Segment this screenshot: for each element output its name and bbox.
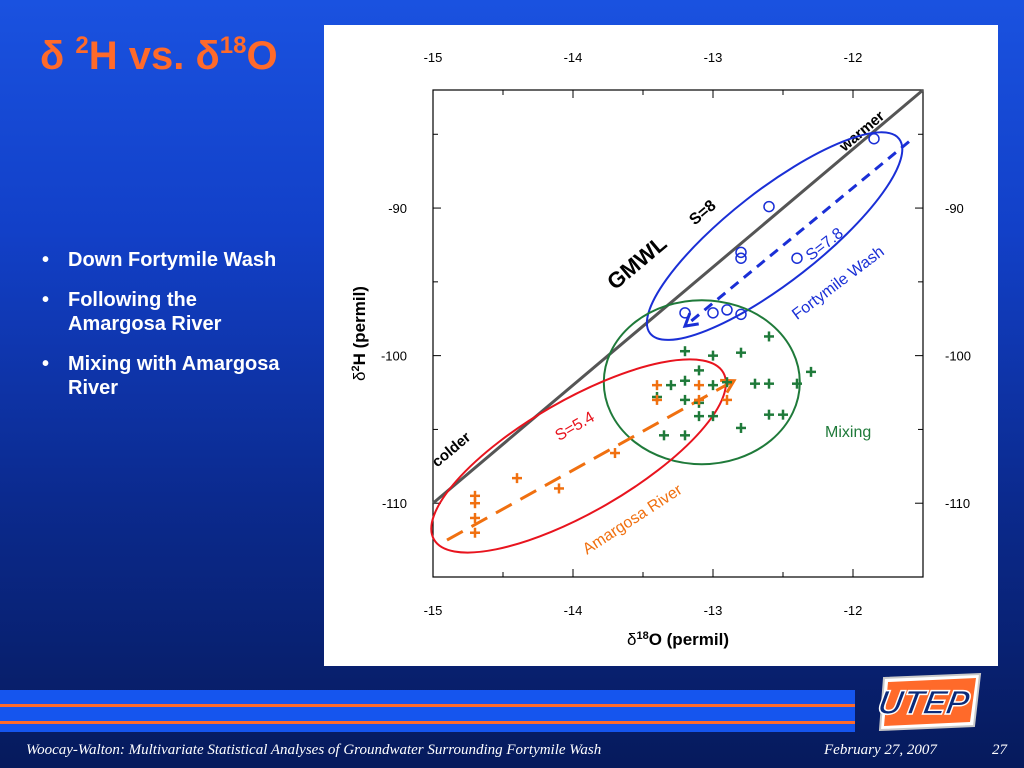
y-tick-label-left: -100 [381, 349, 407, 364]
y-tick-label-left: -110 [382, 496, 407, 511]
amargosa-river-point [652, 380, 662, 391]
amargosa-river-point [694, 394, 704, 405]
amargosa-river-point [694, 380, 704, 391]
title-text-2: O [246, 34, 278, 78]
x-tick-label-bottom: -15 [424, 603, 443, 618]
fortymile-wash-point [707, 307, 719, 319]
footer-page-number: 27 [992, 742, 1007, 758]
title-sup-2: 2 [75, 32, 89, 59]
footer-bar-orange-1 [0, 704, 855, 707]
fortymile-wash-point [721, 304, 733, 316]
colder-label: colder [429, 429, 474, 471]
y-tick-label-right: -100 [945, 349, 971, 364]
fortymile-slope-label: S=7.8 [803, 225, 847, 264]
mixing-point [708, 380, 718, 391]
mixing-point [792, 378, 802, 389]
mixing-point [736, 422, 746, 433]
mixing-label: Mixing [825, 424, 871, 441]
footer-citation: Woocay-Walton: Multivariate Statistical … [26, 742, 602, 758]
mixing-point [736, 347, 746, 358]
amargosa-river-point [722, 394, 732, 405]
amargosa-river-point [470, 512, 480, 523]
x-tick-label-top: -14 [564, 50, 583, 65]
ellipse-mixing [602, 299, 801, 466]
title-sup-18: 18 [219, 32, 247, 59]
footer-bar-blue-1 [0, 690, 855, 704]
mixing-point [694, 365, 704, 376]
mixing-point [694, 411, 704, 422]
mixing-point [708, 350, 718, 361]
fortymile-wash-point [791, 252, 803, 264]
y-tick-label-right: -110 [945, 496, 970, 511]
mixing-point [750, 378, 760, 389]
x-tick-label-top: -15 [424, 50, 443, 65]
ellipse-amargosa-river [430, 358, 727, 554]
x-tick-label-top: -12 [844, 50, 863, 65]
fortymile-wash-label: Fortymile Wash [789, 243, 888, 323]
x-tick-label-bottom: -14 [564, 603, 583, 618]
y-axis-label-group: δ2H (permil) [350, 286, 369, 381]
y-tick-label-right: -90 [945, 201, 964, 216]
x-tick-label-bottom: -13 [704, 603, 723, 618]
footer-bars [0, 690, 855, 736]
mixing-point [764, 378, 774, 389]
x-tick-label-bottom: -12 [844, 603, 863, 618]
fortymile-wash-point [868, 132, 880, 145]
mixing-point [764, 331, 774, 342]
amargosa-river-point [512, 473, 522, 484]
isotope-scatter-chart: -15 -15 -14 -14 -13 -13 -12 -12 -90 -90 -100 -100 -1… [350, 50, 971, 649]
bullet-item-2: Following the Amargosa River [30, 288, 290, 336]
amargosa-river-point [554, 483, 564, 494]
amargosa-river-point [470, 498, 480, 509]
mixing-point [680, 375, 690, 386]
amargosa-river-point [470, 527, 480, 538]
bullet-item-3: Mixing with Amargosa River [30, 352, 290, 400]
amargosa-river-point [652, 394, 662, 405]
y-axis-label: δ2H (permil) [350, 286, 369, 381]
footer-bar-blue-2 [0, 707, 855, 721]
plot-frame [432, 89, 924, 578]
mixing-point [722, 377, 732, 388]
amargosa-trend-line [446, 379, 735, 542]
gmwl-label: GMWL [602, 231, 671, 295]
mixing-point [806, 366, 816, 377]
mixing-point [680, 430, 690, 441]
footer-bar-blue-3 [0, 724, 855, 732]
fortymile-wash-point [735, 308, 747, 321]
y-tick-label-left: -90 [388, 201, 407, 216]
gmwl-slope-label: S=8 [686, 197, 719, 229]
mixing-point [778, 409, 788, 420]
x-axis-label: δ18O (permil) [627, 630, 729, 649]
footer-date: February 27, 2007 [824, 742, 937, 758]
amargosa-river-point [610, 448, 620, 459]
fortymile-trend-line [684, 140, 910, 328]
mixing-point [680, 394, 690, 405]
fortymile-wash-point [763, 200, 775, 213]
amargosa-river-label: Amargosa River [580, 481, 686, 558]
chart-panel: -15 -15 -14 -14 -13 -13 -12 -12 -90 -90 -100 -100 -1… [324, 25, 998, 666]
fortymile-wash-point [735, 252, 747, 264]
fortymile-wash-point [679, 307, 691, 319]
utep-logo: UTEP [878, 672, 982, 732]
mixing-point [680, 346, 690, 357]
footer-bar-orange-2 [0, 721, 855, 724]
x-tick-label-top: -13 [704, 50, 723, 65]
gmwl-line [432, 88, 924, 505]
amargosa-slope-label: S=5.4 [553, 409, 598, 445]
fortymile-wash-point [735, 246, 747, 259]
bullet-item-1: Down Fortymile Wash [30, 248, 290, 272]
logo-text: UTEP [878, 684, 973, 722]
slide-title: δ 2H vs. δ18O [40, 34, 278, 78]
amargosa-arrowhead [720, 378, 737, 394]
mixing-point [666, 380, 676, 391]
mixing-point [659, 430, 669, 441]
mixing-point [764, 409, 774, 420]
bullet-list: Down Fortymile Wash Following the Amargo… [30, 248, 290, 416]
title-text-1: H vs. δ [88, 34, 220, 78]
ellipse-fortymile-wash [645, 131, 904, 341]
mixing-point [708, 411, 718, 422]
title-delta-1: δ [40, 34, 65, 78]
